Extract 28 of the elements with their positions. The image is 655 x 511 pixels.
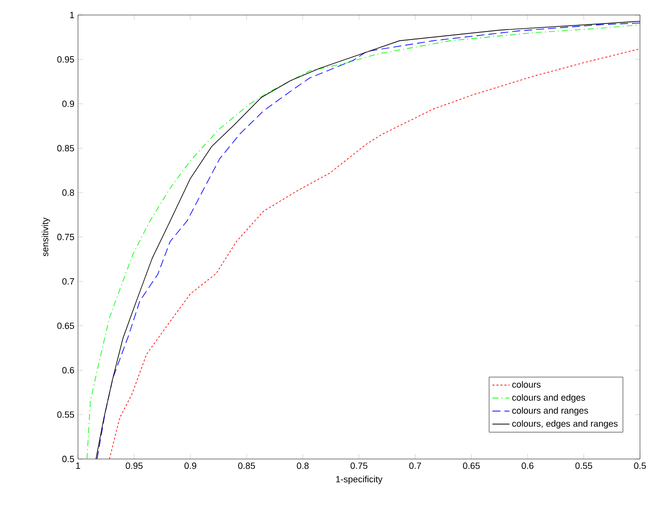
y-tick-label: 0.55 (57, 411, 74, 418)
legend-label: colours, edges and ranges (512, 420, 618, 429)
y-tick-label: 0.75 (57, 234, 74, 240)
y-tick-label: 0.65 (57, 322, 74, 329)
y-tick-label: 0.9 (62, 100, 74, 107)
legend-label: colours and ranges (512, 407, 588, 416)
y-tick-label: 0.95 (57, 56, 74, 63)
y-tick-label: 0.7 (62, 278, 74, 285)
y-tick-label: 0.85 (57, 145, 74, 152)
y-tick-label: 1 (70, 12, 74, 18)
x-tick-label: 0.65 (462, 462, 480, 469)
y-tick-label: 0.8 (62, 189, 74, 196)
x-tick-label: 0.5 (634, 462, 646, 469)
y-tick-label: 0.6 (62, 367, 74, 374)
x-tick-label: 1 (76, 462, 80, 469)
x-tick-label: 0.6 (522, 462, 534, 469)
x-tick-label: 0.95 (126, 462, 143, 469)
legend-label: colours (512, 381, 541, 388)
x-tick-label: 0.55 (575, 462, 592, 469)
x-tick-label: 0.8 (296, 462, 309, 469)
x-tick-label: 0.75 (350, 462, 368, 469)
x-axis-title: 1-specificity (336, 476, 382, 484)
legend-label: colours and edges (512, 394, 586, 402)
x-tick-label: 0.7 (409, 462, 421, 469)
x-tick-label: 0.9 (184, 462, 196, 469)
x-tick-label: 0.85 (238, 462, 255, 469)
y-axis-title: sensitivity (42, 218, 50, 256)
y-tick-label: 0.5 (62, 456, 74, 462)
